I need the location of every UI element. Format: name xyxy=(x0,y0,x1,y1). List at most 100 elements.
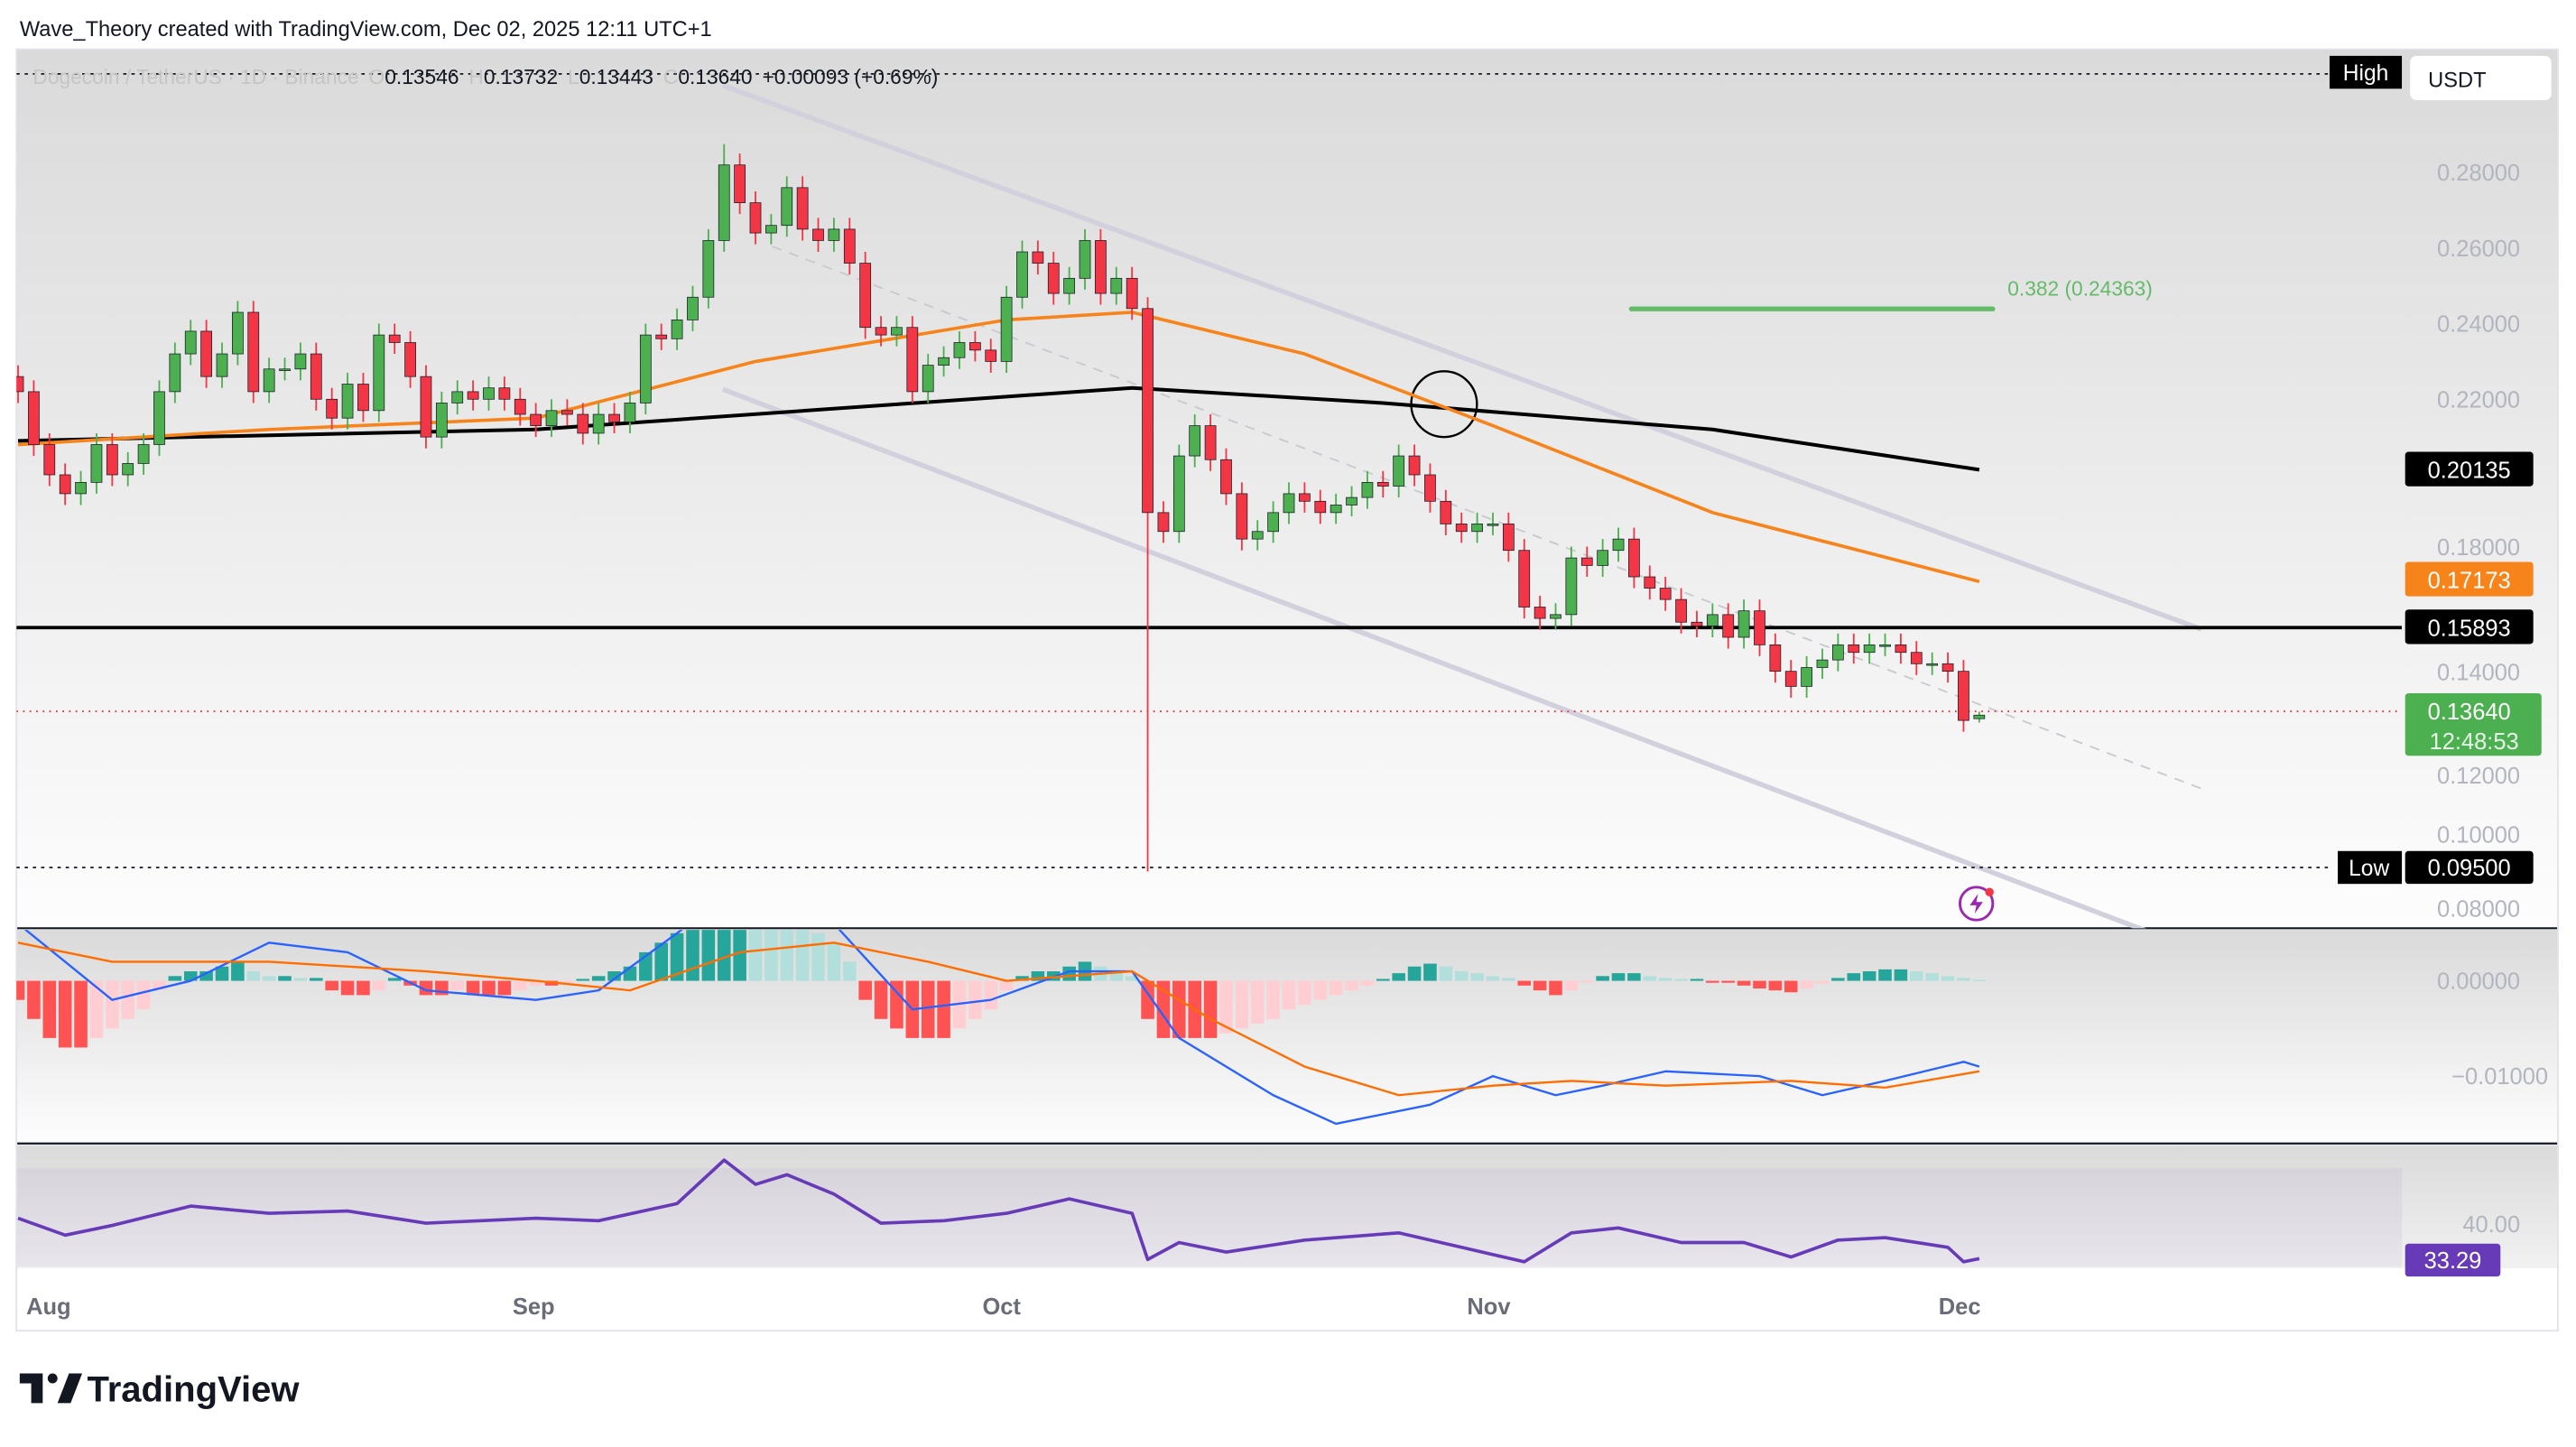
svg-text:0.17173: 0.17173 xyxy=(2428,569,2511,594)
candle-body xyxy=(310,353,322,400)
candle-body xyxy=(1973,714,1986,719)
macd-histogram-bar xyxy=(1360,980,1375,986)
candle xyxy=(765,214,777,245)
candle xyxy=(1565,546,1578,626)
macd-histogram-bar xyxy=(1313,980,1328,1000)
rsi-axis[interactable]: 40.00 33.29 xyxy=(2405,1212,2520,1277)
candle-body xyxy=(388,334,401,343)
legend-change: +0.00093 (+0.69%) xyxy=(762,65,938,88)
candle-body xyxy=(357,384,369,412)
macd-pane[interactable] xyxy=(16,930,2558,1142)
ema50-price-label: 0.17173 xyxy=(2405,561,2534,597)
macd-tick: 0.00000 xyxy=(2437,969,2520,995)
candle xyxy=(938,346,950,377)
macd-histogram-bar xyxy=(1219,980,1233,1034)
candle-body xyxy=(1189,425,1201,457)
macd-histogram-bar xyxy=(1470,973,1484,981)
price-tick: 0.18000 xyxy=(2437,535,2520,561)
candle xyxy=(1063,266,1076,305)
macd-histogram-bar xyxy=(1109,971,1124,981)
candle xyxy=(1691,610,1703,637)
currency-button[interactable]: USDT xyxy=(2410,55,2552,101)
candle-body xyxy=(1628,538,1640,578)
header-caption: Wave_Theory created with TradingView.com… xyxy=(20,18,712,42)
symbol-legend: Dogecoin / TetherUS · 1D · Binance O0.135… xyxy=(32,65,938,88)
svg-text:0.15893: 0.15893 xyxy=(2428,616,2511,641)
macd-histogram-bar xyxy=(591,976,606,981)
candle xyxy=(106,432,118,487)
candle xyxy=(90,432,103,494)
candle-body xyxy=(608,413,620,422)
macd-histogram-bar xyxy=(1972,979,1987,981)
candle xyxy=(1973,711,1986,723)
candle-body xyxy=(451,391,464,403)
macd-histogram-bar xyxy=(153,980,166,991)
candle-body xyxy=(891,327,903,336)
macd-histogram-bar xyxy=(466,980,480,996)
svg-text:USDT: USDT xyxy=(2428,69,2486,92)
candle xyxy=(1016,240,1028,309)
candle xyxy=(153,380,165,457)
channel-lower-line[interactable] xyxy=(721,386,2153,932)
tradingview-logo[interactable]: TradingView xyxy=(19,1369,301,1409)
candle xyxy=(1848,633,1860,664)
candle-body xyxy=(1848,645,1860,654)
macd-histogram-bar xyxy=(168,976,182,981)
candle xyxy=(734,153,746,215)
candle xyxy=(435,391,448,449)
macd-histogram-bar xyxy=(654,942,668,981)
macd-histogram-bar xyxy=(1517,980,1532,986)
channel-upper-line[interactable] xyxy=(721,83,2202,632)
candle-body xyxy=(137,444,150,464)
candle-body xyxy=(279,368,291,371)
legend-open: 0.13546 xyxy=(385,65,459,88)
candle xyxy=(294,342,307,381)
candle-body xyxy=(263,368,275,393)
macd-histogram-bar xyxy=(1203,980,1218,1038)
candle xyxy=(1236,482,1248,551)
candle-body xyxy=(828,228,840,241)
macd-histogram-bar xyxy=(1031,971,1045,981)
macd-histogram-bar xyxy=(529,980,542,986)
candle-body xyxy=(1754,610,1765,645)
candle-body xyxy=(953,342,966,358)
candle xyxy=(263,357,275,403)
candle-body xyxy=(1722,614,1735,638)
candle-body xyxy=(1299,493,1311,502)
price-tick: 0.26000 xyxy=(2437,237,2520,262)
candle xyxy=(687,285,699,331)
candle-body xyxy=(843,228,856,264)
macd-histogram-bar xyxy=(984,980,998,1010)
candle-body xyxy=(1832,645,1844,661)
candle-body xyxy=(1597,550,1609,566)
macd-signal-line xyxy=(17,941,1980,1097)
lightning-icon[interactable] xyxy=(1958,886,1995,922)
candle-body xyxy=(1440,500,1452,524)
candle xyxy=(875,316,887,347)
candle-body xyxy=(1941,663,1954,672)
macd-histogram-bar xyxy=(1878,969,1892,981)
candle xyxy=(1032,240,1044,275)
macd-histogram-bar xyxy=(1533,980,1547,991)
candle xyxy=(953,330,966,369)
candle xyxy=(639,323,652,415)
candle-body xyxy=(1502,524,1515,552)
candle xyxy=(545,399,558,438)
macd-histogram-bar xyxy=(733,930,746,981)
price-tick: 0.08000 xyxy=(2437,897,2520,923)
time-label: Nov xyxy=(1467,1294,1511,1320)
candle-body xyxy=(968,342,981,351)
macd-axis[interactable]: 0.00000 −0.01000 xyxy=(2437,969,2548,1090)
macd-histogram-bar xyxy=(1925,973,1939,981)
time-axis[interactable] xyxy=(16,1268,2558,1331)
macd-histogram-bar xyxy=(1156,980,1171,1038)
price-pane[interactable] xyxy=(16,49,2558,929)
candle xyxy=(1251,520,1264,551)
candle-body xyxy=(1142,308,1154,514)
price-tick: 0.12000 xyxy=(2437,764,2520,789)
macd-histogram-bar xyxy=(858,980,872,1000)
price-axis[interactable]: 0.28000 0.26000 0.24000 0.22000 0.18000 … xyxy=(2437,161,2520,922)
candle-body xyxy=(1095,240,1107,294)
macd-histogram-bar xyxy=(764,930,778,981)
